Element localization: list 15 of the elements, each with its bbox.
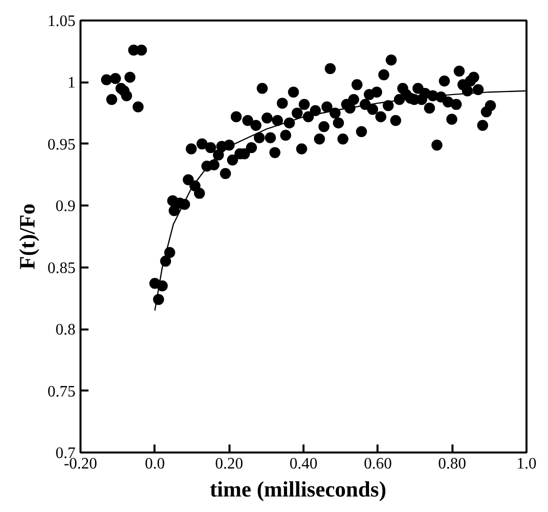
x-tick-label: 0.40 [290,456,318,472]
y-tick-label: 1 [68,74,76,92]
y-tick-label: 1.05 [48,13,76,30]
y-tick-label: 0.95 [48,136,76,154]
x-tick-label: 1.0 [516,456,536,472]
y-tick-label: 0.85 [48,260,76,277]
x-tick-label: 0.60 [364,456,392,472]
x-axis-title: time (milliseconds) [210,476,386,502]
x-tick-label: 0.0 [144,456,165,472]
y-tick-label: 0.75 [48,383,76,400]
x-tick-label: 0.80 [438,456,466,472]
y-tick-label: 0.8 [56,322,76,339]
y-tick-label: 0.9 [56,198,76,216]
x-tick-label: 0.20 [215,456,244,472]
y-axis-title: F(t)/Fo [14,204,40,270]
